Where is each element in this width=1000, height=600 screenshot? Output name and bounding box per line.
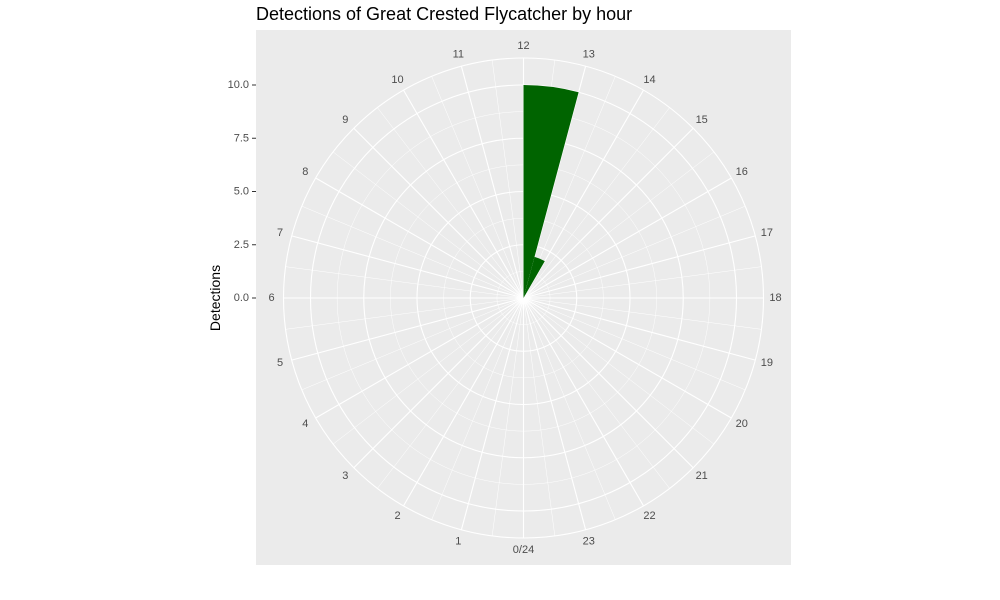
minor-spoke [332, 297, 524, 445]
hour-label-20: 20 [736, 418, 748, 430]
y-tick-label: 7.5 [234, 132, 249, 144]
major-spoke [315, 297, 524, 419]
hour-label-23: 23 [583, 535, 595, 547]
hour-label-7: 7 [277, 227, 283, 239]
hour-label-10: 10 [391, 74, 403, 86]
major-spoke [523, 89, 644, 299]
minor-spoke [332, 151, 524, 299]
minor-spoke [301, 205, 524, 299]
minor-spoke [523, 107, 670, 299]
major-spoke [403, 297, 524, 507]
hour-label-14: 14 [643, 74, 655, 86]
hour-label-12: 12 [517, 40, 529, 52]
hour-label-11: 11 [453, 49, 464, 61]
bar-13 [523, 256, 545, 298]
major-spoke [523, 127, 694, 299]
minor-spoke [377, 107, 524, 299]
minor-spoke [523, 297, 746, 391]
hour-labels: 0/24123456789101112131415161718192021222… [268, 40, 781, 556]
major-spoke [353, 297, 524, 469]
bar-12 [523, 85, 579, 298]
hour-label-1: 1 [455, 535, 461, 547]
minor-spoke [523, 297, 670, 489]
major-spoke [353, 127, 524, 299]
major-spoke [403, 89, 524, 299]
hour-label-15: 15 [696, 114, 708, 126]
minor-spoke [285, 266, 524, 299]
y-tick-label: 2.5 [234, 239, 249, 251]
hour-label-0-24: 0/24 [513, 544, 534, 556]
hour-label-8: 8 [302, 166, 308, 178]
y-tick-label: 0.0 [234, 292, 249, 304]
minor-spoke [523, 297, 556, 536]
minor-spoke [301, 297, 524, 391]
minor-spoke [523, 297, 616, 520]
hour-label-9: 9 [342, 114, 348, 126]
major-spoke [460, 297, 525, 530]
minor-spoke [491, 297, 524, 536]
minor-spoke [285, 297, 524, 330]
hour-label-4: 4 [302, 418, 308, 430]
major-spoke [291, 235, 524, 299]
hour-label-18: 18 [769, 292, 781, 304]
minor-spoke [431, 76, 524, 299]
hour-label-16: 16 [736, 166, 748, 178]
hour-label-2: 2 [394, 510, 400, 522]
minor-spoke [523, 151, 715, 299]
major-spoke [522, 297, 587, 530]
major-spoke [523, 297, 732, 419]
minor-spoke [377, 297, 524, 489]
major-spoke [460, 66, 525, 299]
major-spoke [315, 177, 524, 299]
y-axis: 0.0 2.5 5.0 7.5 10.0 [228, 79, 256, 304]
bars [523, 85, 579, 298]
minor-spoke [431, 297, 524, 520]
minor-spoke [523, 205, 746, 299]
y-tick-label: 5.0 [234, 186, 249, 198]
major-spoke [523, 297, 694, 469]
minor-spoke [523, 297, 762, 330]
hour-label-6: 6 [268, 292, 274, 304]
minor-spoke [523, 297, 715, 445]
hour-label-21: 21 [696, 470, 708, 482]
major-spoke [523, 177, 732, 299]
hour-label-22: 22 [643, 510, 655, 522]
minor-spoke [523, 266, 762, 299]
major-spoke [523, 297, 644, 507]
minor-spoke [491, 60, 524, 299]
hour-label-13: 13 [583, 49, 595, 61]
hour-label-19: 19 [761, 357, 773, 369]
major-spoke [523, 297, 756, 361]
major-spoke [291, 297, 524, 361]
major-spoke [523, 235, 756, 299]
hour-label-3: 3 [342, 470, 348, 482]
y-tick-label: 10.0 [228, 79, 249, 91]
hour-label-17: 17 [761, 227, 773, 239]
hour-label-5: 5 [277, 357, 283, 369]
chart-title: Detections of Great Crested Flycatcher b… [256, 4, 633, 24]
